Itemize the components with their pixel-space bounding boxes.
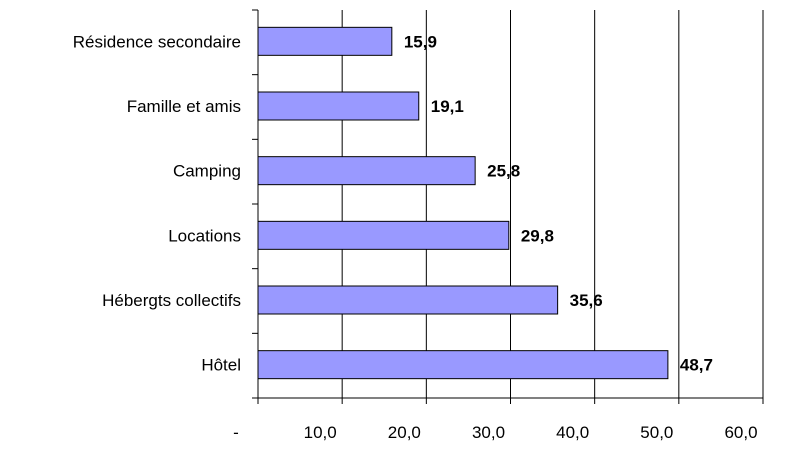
category-label: Locations — [168, 226, 241, 245]
data-label: 35,6 — [570, 291, 603, 310]
bar — [257, 156, 476, 186]
x-tick-label: - — [233, 423, 239, 442]
category-label: Résidence secondaire — [73, 32, 241, 51]
x-tick-label: 50,0 — [640, 423, 673, 442]
axes — [252, 9, 764, 404]
x-tick-label: 30,0 — [472, 423, 505, 442]
x-tick-label: 10,0 — [304, 423, 337, 442]
data-label: 15,9 — [404, 32, 437, 51]
data-label: 19,1 — [431, 97, 464, 116]
gridlines — [341, 10, 764, 398]
category-label: Camping — [173, 162, 241, 181]
data-label: 29,8 — [521, 226, 554, 245]
bar — [257, 285, 559, 315]
labels: - 10,0 20,0 30,0 40,0 50,0 60,0 Résidence secon… — [73, 32, 758, 442]
x-tick-label: 40,0 — [556, 423, 589, 442]
category-label: Hébergts collectifs — [102, 291, 241, 310]
bar — [257, 220, 510, 250]
x-tick-label: 20,0 — [388, 423, 421, 442]
category-label: Hôtel — [201, 356, 241, 375]
data-label: 48,7 — [680, 356, 713, 375]
bar — [257, 91, 420, 121]
x-tick-label: 60,0 — [724, 423, 757, 442]
bars — [257, 26, 669, 380]
data-label: 25,8 — [487, 162, 520, 181]
bar — [257, 350, 669, 380]
bar — [257, 26, 393, 56]
category-label: Famille et amis — [127, 97, 241, 116]
